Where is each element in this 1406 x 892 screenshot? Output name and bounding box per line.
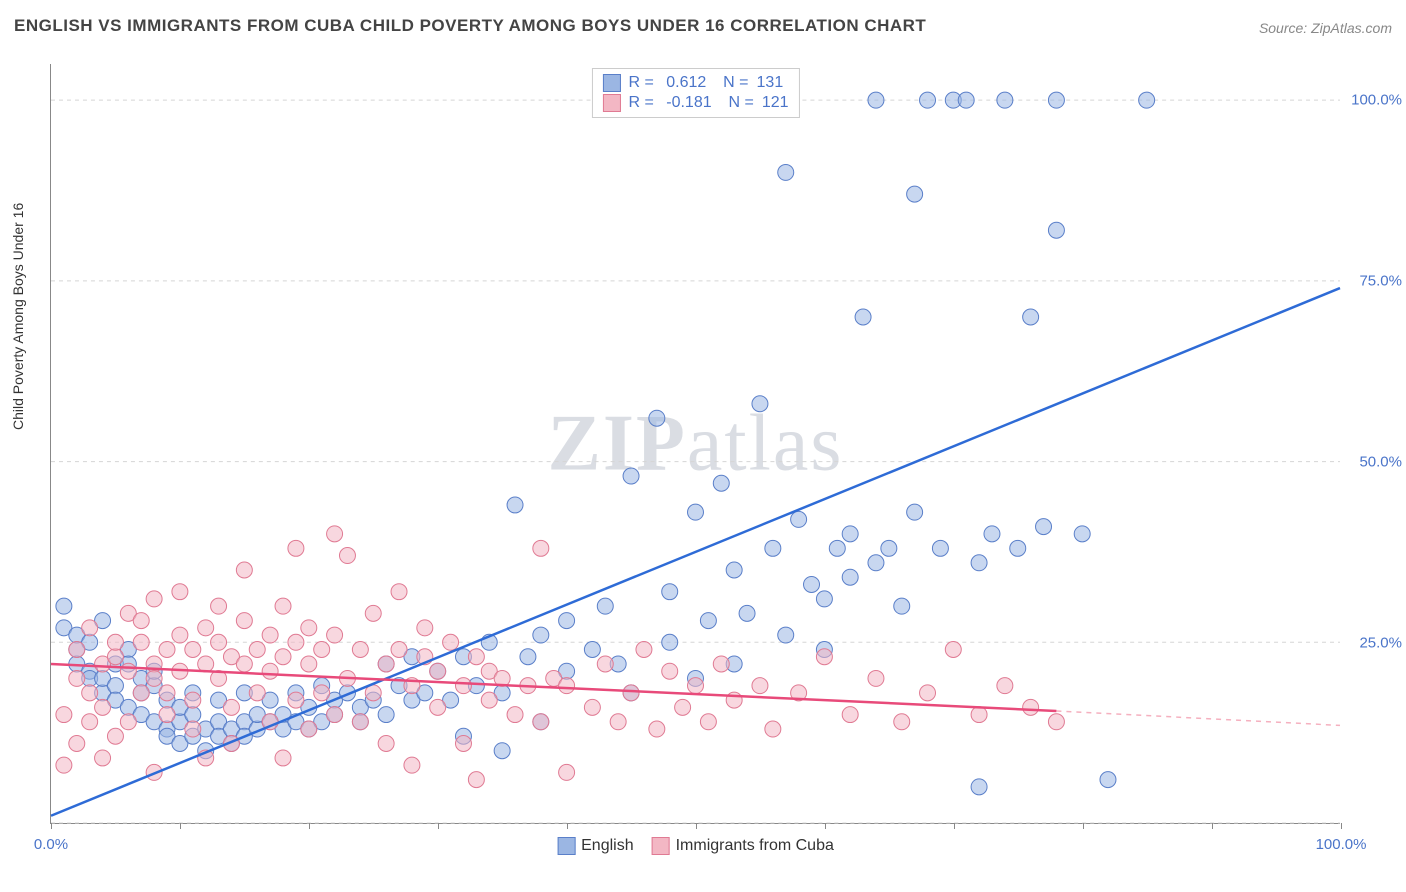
plot-svg [51,64,1340,823]
x-tick-label: 100.0% [1316,836,1367,853]
n-cuba: 121 [762,94,789,112]
legend-row-english: R = 0.612 N = 131 [602,73,788,93]
x-tick [180,823,181,829]
legend-correlation: R = 0.612 N = 131 R = -0.181 N = 121 [591,68,799,118]
title-bar: ENGLISH VS IMMIGRANTS FROM CUBA CHILD PO… [14,16,1392,36]
chart-title: ENGLISH VS IMMIGRANTS FROM CUBA CHILD PO… [14,16,926,36]
legend-series: English Immigrants from Cuba [557,837,834,855]
legend-label-english: English [581,837,633,855]
x-tick [51,823,52,829]
r-english: 0.612 [666,74,706,92]
y-tick-label: 75.0% [1346,273,1402,290]
swatch-cuba-bottom [652,837,670,855]
legend-item-cuba: Immigrants from Cuba [652,837,834,855]
x-tick [1212,823,1213,829]
x-tick [567,823,568,829]
y-tick-label: 100.0% [1346,92,1402,109]
legend-label-cuba: Immigrants from Cuba [676,837,834,855]
y-axis-title: Child Poverty Among Boys Under 16 [10,203,26,430]
x-tick [954,823,955,829]
n-english: 131 [757,74,784,92]
source-label: Source: ZipAtlas.com [1259,20,1392,36]
x-tick [1083,823,1084,829]
y-tick-label: 25.0% [1346,635,1402,652]
x-tick [825,823,826,829]
r-cuba: -0.181 [666,94,711,112]
x-tick [696,823,697,829]
x-tick [438,823,439,829]
x-tick [309,823,310,829]
plot-area: ZIPatlas R = 0.612 N = 131 R = -0.181 N … [50,64,1340,824]
x-tick-label: 0.0% [34,836,68,853]
swatch-cuba [602,94,620,112]
y-tick-label: 50.0% [1346,454,1402,471]
swatch-english-bottom [557,837,575,855]
x-tick [1341,823,1342,829]
legend-item-english: English [557,837,633,855]
swatch-english [602,74,620,92]
legend-row-cuba: R = -0.181 N = 121 [602,93,788,113]
